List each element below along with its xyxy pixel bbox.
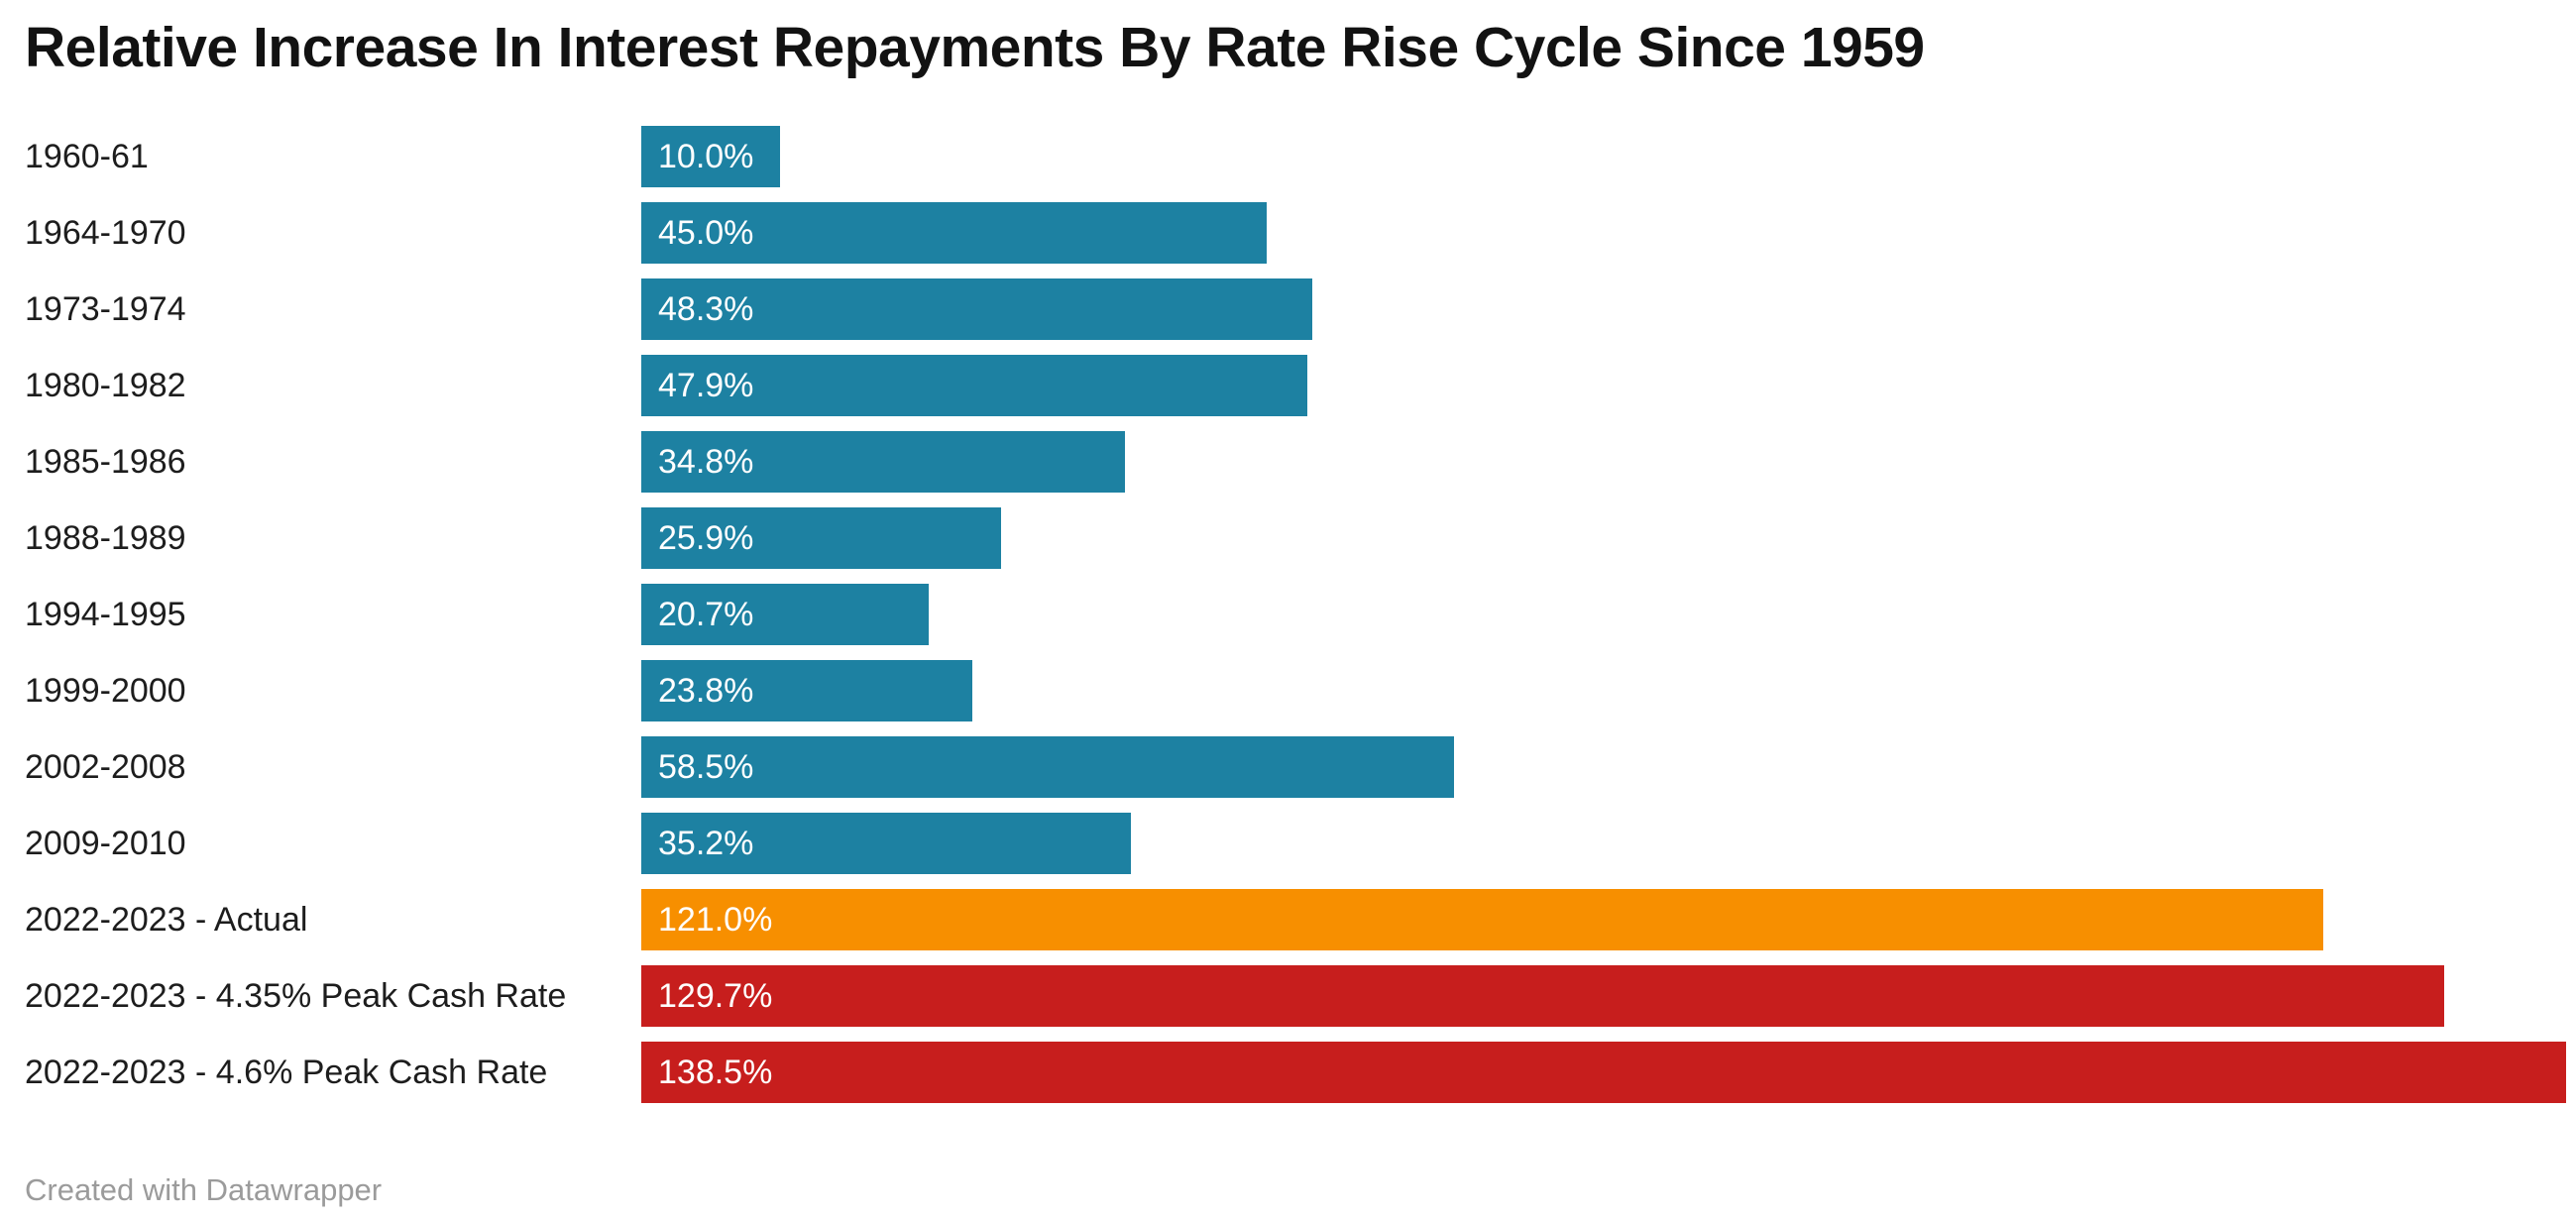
bar: 25.9%	[641, 507, 1002, 569]
bar-value-label: 25.9%	[658, 518, 754, 557]
category-label: 1988-1989	[25, 518, 186, 557]
bar: 10.0%	[641, 126, 781, 187]
bar-chart: 1960-61 10.0% 1964-1970 45.0% 1973-1974 48.3%…	[0, 126, 2576, 1118]
bar: 20.7%	[641, 584, 930, 645]
bar-track: 129.7%	[641, 965, 2566, 1027]
category-label: 1973-1974	[25, 289, 186, 328]
bar-track: 35.2%	[641, 813, 2566, 874]
bar-value-label: 23.8%	[658, 671, 754, 710]
category-label: 1994-1995	[25, 595, 186, 633]
bar: 48.3%	[641, 278, 1313, 340]
chart-row: 1999-2000 23.8%	[0, 660, 2576, 721]
chart-row: 1980-1982 47.9%	[0, 355, 2576, 416]
bar-track: 45.0%	[641, 202, 2566, 264]
category-label: 2002-2008	[25, 747, 186, 786]
bar-value-label: 34.8%	[658, 442, 754, 481]
category-label: 1999-2000	[25, 671, 186, 710]
chart-row: 1964-1970 45.0%	[0, 202, 2576, 264]
bar: 58.5%	[641, 736, 1455, 798]
bar: 138.5%	[641, 1042, 2566, 1103]
bar: 121.0%	[641, 889, 2323, 950]
chart-row: 2022-2023 - 4.35% Peak Cash Rate 129.7%	[0, 965, 2576, 1027]
bar: 129.7%	[641, 965, 2444, 1027]
bar: 34.8%	[641, 431, 1125, 493]
category-label: 1964-1970	[25, 213, 186, 252]
bar: 23.8%	[641, 660, 972, 721]
category-label: 1960-61	[25, 137, 149, 175]
chart-row: 2022-2023 - 4.6% Peak Cash Rate 138.5%	[0, 1042, 2576, 1103]
bar-track: 58.5%	[641, 736, 2566, 798]
datawrapper-credit: Created with Datawrapper	[25, 1172, 383, 1207]
bar-track: 121.0%	[641, 889, 2566, 950]
chart-row: 2002-2008 58.5%	[0, 736, 2576, 798]
bar-track: 48.3%	[641, 278, 2566, 340]
bar-track: 20.7%	[641, 584, 2566, 645]
bar-value-label: 138.5%	[658, 1053, 773, 1091]
chart-row: 2009-2010 35.2%	[0, 813, 2576, 874]
bar-track: 47.9%	[641, 355, 2566, 416]
chart-title: Relative Increase In Interest Repayments…	[25, 16, 1925, 79]
category-label: 2009-2010	[25, 824, 186, 862]
bar-value-label: 20.7%	[658, 595, 754, 633]
category-label: 2022-2023 - 4.35% Peak Cash Rate	[25, 976, 567, 1015]
bar-track: 10.0%	[641, 126, 2566, 187]
chart-row: 1960-61 10.0%	[0, 126, 2576, 187]
bar-track: 34.8%	[641, 431, 2566, 493]
chart-row: 2022-2023 - Actual 121.0%	[0, 889, 2576, 950]
bar-value-label: 47.9%	[658, 366, 754, 404]
bar: 47.9%	[641, 355, 1307, 416]
category-label: 2022-2023 - Actual	[25, 900, 308, 939]
chart-row: 1988-1989 25.9%	[0, 507, 2576, 569]
bar: 45.0%	[641, 202, 1267, 264]
bar-track: 138.5%	[641, 1042, 2566, 1103]
category-label: 1985-1986	[25, 442, 186, 481]
bar-value-label: 129.7%	[658, 976, 773, 1015]
chart-row: 1985-1986 34.8%	[0, 431, 2576, 493]
bar: 35.2%	[641, 813, 1131, 874]
bar-value-label: 10.0%	[658, 137, 754, 175]
bar-track: 23.8%	[641, 660, 2566, 721]
bar-value-label: 58.5%	[658, 747, 754, 786]
category-label: 2022-2023 - 4.6% Peak Cash Rate	[25, 1053, 548, 1091]
chart-row: 1994-1995 20.7%	[0, 584, 2576, 645]
bar-value-label: 45.0%	[658, 213, 754, 252]
bar-value-label: 35.2%	[658, 824, 754, 862]
bar-value-label: 48.3%	[658, 289, 754, 328]
chart-row: 1973-1974 48.3%	[0, 278, 2576, 340]
category-label: 1980-1982	[25, 366, 186, 404]
bar-value-label: 121.0%	[658, 900, 773, 939]
bar-track: 25.9%	[641, 507, 2566, 569]
